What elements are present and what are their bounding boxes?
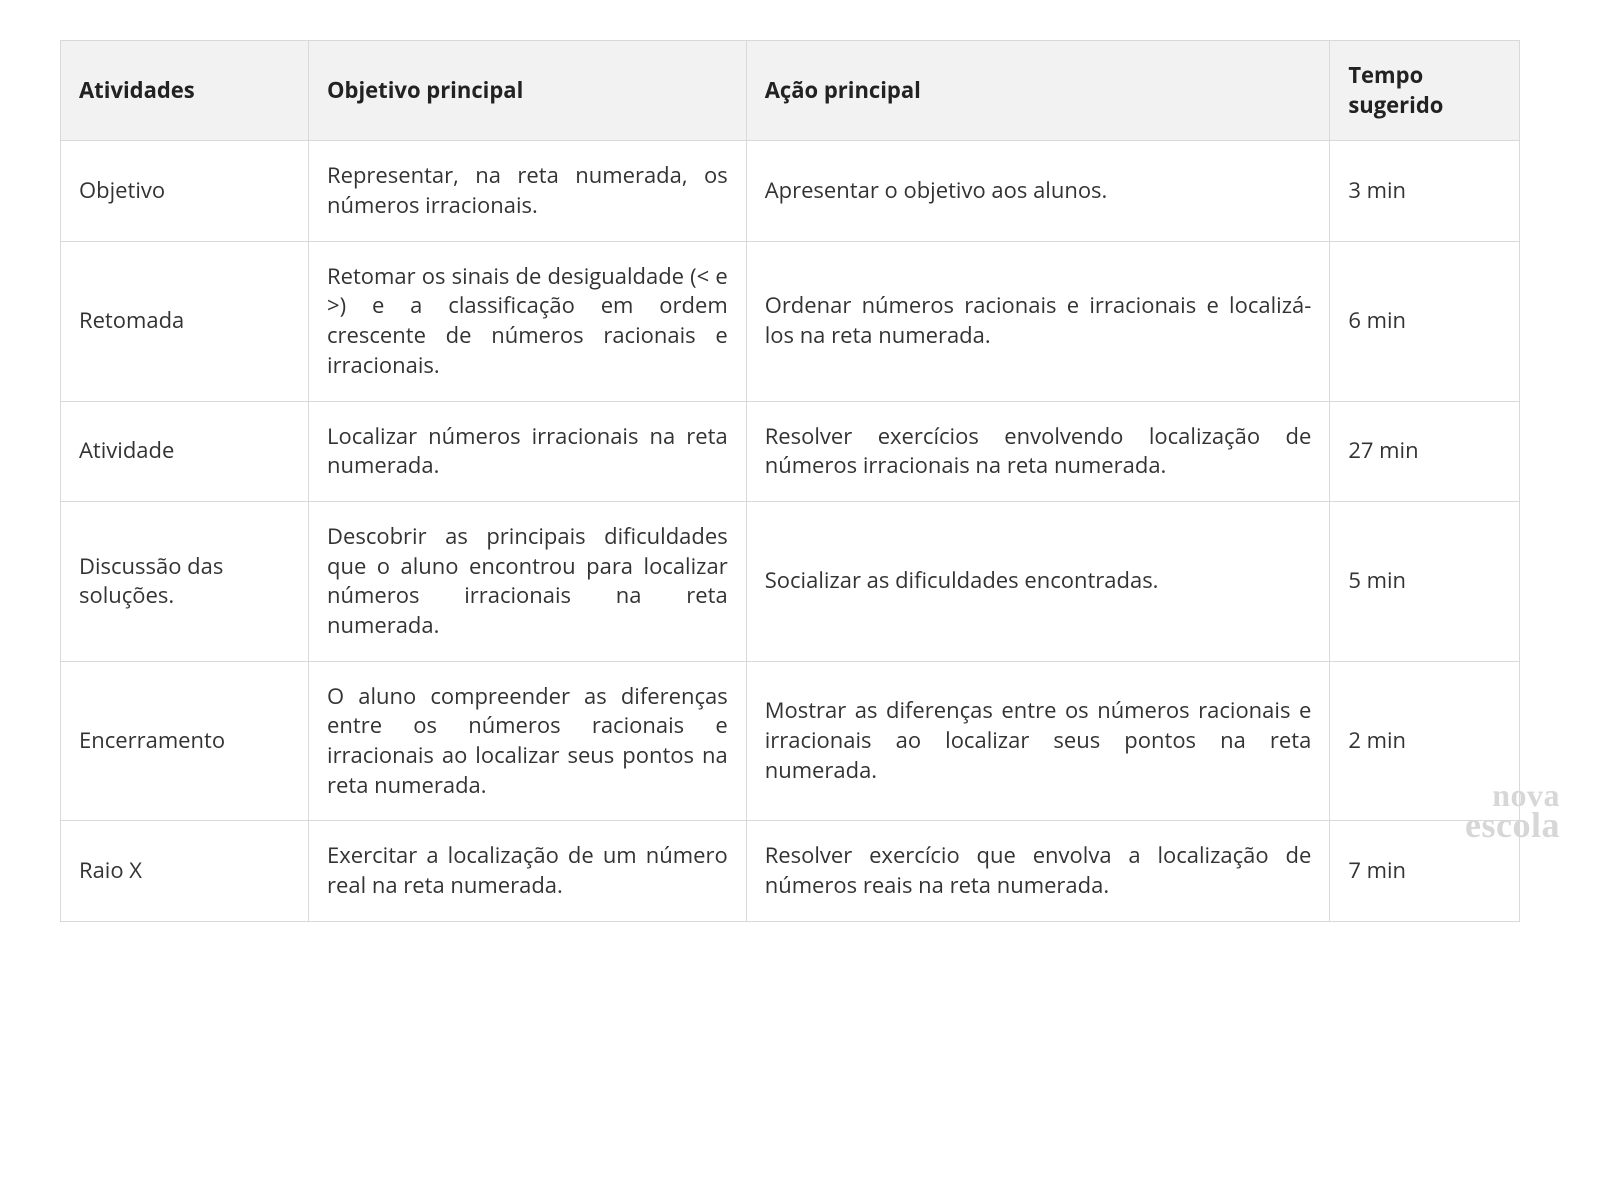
- cell-objetivo: Localizar números irracionais na reta nu…: [309, 401, 747, 501]
- cell-atividades: Objetivo: [61, 141, 309, 241]
- cell-acao: Mostrar as diferenças entre os números r…: [746, 661, 1330, 821]
- table-row: Retomada Retomar os sinais de desigualda…: [61, 241, 1520, 401]
- cell-tempo: 3 min: [1330, 141, 1520, 241]
- cell-atividades: Encerramento: [61, 661, 309, 821]
- cell-atividades: Discussão das soluções.: [61, 501, 309, 661]
- col-header-atividades: Atividades: [61, 41, 309, 141]
- col-header-tempo: Tempo sugerido: [1330, 41, 1520, 141]
- table-row: Raio X Exercitar a localização de um núm…: [61, 821, 1520, 921]
- cell-tempo: 5 min: [1330, 501, 1520, 661]
- cell-acao: Resolver exercícios envolvendo localizaç…: [746, 401, 1330, 501]
- cell-tempo: 6 min: [1330, 241, 1520, 401]
- col-header-objetivo: Objetivo principal: [309, 41, 747, 141]
- cell-acao: Resolver exercício que envolva a localiz…: [746, 821, 1330, 921]
- cell-atividades: Atividade: [61, 401, 309, 501]
- cell-atividades: Retomada: [61, 241, 309, 401]
- lesson-plan-table: Atividades Objetivo principal Ação princ…: [60, 40, 1520, 922]
- table-row: Encerramento O aluno compreender as dife…: [61, 661, 1520, 821]
- table-row: Discussão das soluções. Descobrir as pri…: [61, 501, 1520, 661]
- cell-acao: Socializar as dificuldades encontradas.: [746, 501, 1330, 661]
- cell-tempo: 27 min: [1330, 401, 1520, 501]
- document-page: Atividades Objetivo principal Ação princ…: [0, 0, 1600, 962]
- table-header-row: Atividades Objetivo principal Ação princ…: [61, 41, 1520, 141]
- cell-objetivo: Descobrir as principais dificuldades que…: [309, 501, 747, 661]
- table-row: Atividade Localizar números irracionais …: [61, 401, 1520, 501]
- cell-tempo: 2 min: [1330, 661, 1520, 821]
- cell-objetivo: Retomar os sinais de desigualdade (< e >…: [309, 241, 747, 401]
- cell-objetivo: Exercitar a localização de um número rea…: [309, 821, 747, 921]
- cell-objetivo: O aluno compreender as diferenças entre …: [309, 661, 747, 821]
- cell-acao: Ordenar números racionais e irracionais …: [746, 241, 1330, 401]
- cell-tempo: 7 min: [1330, 821, 1520, 921]
- cell-acao: Apresentar o objetivo aos alunos.: [746, 141, 1330, 241]
- cell-objetivo: Representar, na reta numerada, os número…: [309, 141, 747, 241]
- col-header-acao: Ação principal: [746, 41, 1330, 141]
- table-row: Objetivo Representar, na reta numerada, …: [61, 141, 1520, 241]
- cell-atividades: Raio X: [61, 821, 309, 921]
